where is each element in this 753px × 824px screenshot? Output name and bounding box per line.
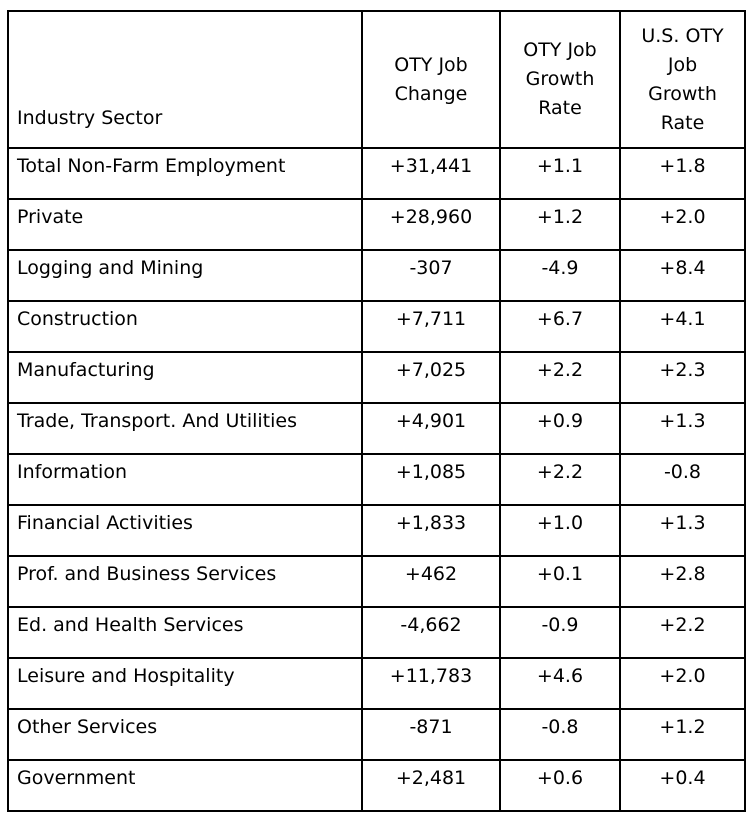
table-row: Trade, Transport. And Utilities +4,901 +…	[7, 402, 746, 455]
us-growth-rate-cell: +2.3	[619, 351, 746, 404]
us-growth-rate-cell: +2.8	[619, 555, 746, 608]
us-growth-rate-cell: +4.1	[619, 300, 746, 353]
job-change-cell: +2,481	[361, 759, 501, 812]
table-row: Information +1,085 +2.2 -0.8	[7, 453, 746, 506]
job-change-cell: +1,085	[361, 453, 501, 506]
job-change-cell: -307	[361, 249, 501, 302]
sector-cell: Prof. and Business Services	[7, 555, 363, 608]
table-row: Other Services -871 -0.8 +1.2	[7, 708, 746, 761]
sector-cell: Private	[7, 198, 363, 251]
table-row: Leisure and Hospitality +11,783 +4.6 +2.…	[7, 657, 746, 710]
us-growth-rate-cell: +8.4	[619, 249, 746, 302]
sector-cell: Information	[7, 453, 363, 506]
job-change-cell: +462	[361, 555, 501, 608]
sector-cell: Financial Activities	[7, 504, 363, 557]
job-change-cell: +7,025	[361, 351, 501, 404]
job-change-cell: +4,901	[361, 402, 501, 455]
us-growth-rate-cell: +1.2	[619, 708, 746, 761]
table-row: Financial Activities +1,833 +1.0 +1.3	[7, 504, 746, 557]
header-oty-job-change: OTY Job Change	[361, 10, 501, 149]
us-growth-rate-cell: +1.3	[619, 504, 746, 557]
sector-cell: Construction	[7, 300, 363, 353]
header-industry-sector: Industry Sector	[7, 10, 363, 149]
growth-rate-cell: +0.9	[499, 402, 621, 455]
growth-rate-cell: +0.6	[499, 759, 621, 812]
header-us-oty-job-growth-rate: U.S. OTY Job Growth Rate	[619, 10, 746, 149]
sector-cell: Total Non-Farm Employment	[7, 147, 363, 200]
job-change-cell: +31,441	[361, 147, 501, 200]
sector-cell: Manufacturing	[7, 351, 363, 404]
us-growth-rate-cell: -0.8	[619, 453, 746, 506]
table-row: Private +28,960 +1.2 +2.0	[7, 198, 746, 251]
sector-cell: Ed. and Health Services	[7, 606, 363, 659]
growth-rate-cell: +0.1	[499, 555, 621, 608]
table-row: Ed. and Health Services -4,662 -0.9 +2.2	[7, 606, 746, 659]
table-row: Manufacturing +7,025 +2.2 +2.3	[7, 351, 746, 404]
table-row: Total Non-Farm Employment +31,441 +1.1 +…	[7, 147, 746, 200]
sector-cell: Government	[7, 759, 363, 812]
growth-rate-cell: +2.2	[499, 351, 621, 404]
growth-rate-cell: +4.6	[499, 657, 621, 710]
growth-rate-cell: -0.8	[499, 708, 621, 761]
growth-rate-cell: +1.1	[499, 147, 621, 200]
growth-rate-cell: +1.2	[499, 198, 621, 251]
job-change-cell: -4,662	[361, 606, 501, 659]
sector-cell: Other Services	[7, 708, 363, 761]
sector-cell: Trade, Transport. And Utilities	[7, 402, 363, 455]
growth-rate-cell: -4.9	[499, 249, 621, 302]
us-growth-rate-cell: +1.3	[619, 402, 746, 455]
table-row: Construction +7,711 +6.7 +4.1	[7, 300, 746, 353]
header-row: Industry Sector OTY Job Change OTY Job G…	[7, 10, 746, 149]
job-change-cell: +1,833	[361, 504, 501, 557]
job-change-cell: +28,960	[361, 198, 501, 251]
growth-rate-cell: +1.0	[499, 504, 621, 557]
us-growth-rate-cell: +2.0	[619, 198, 746, 251]
us-growth-rate-cell: +2.0	[619, 657, 746, 710]
growth-rate-cell: +2.2	[499, 453, 621, 506]
table-row: Prof. and Business Services +462 +0.1 +2…	[7, 555, 746, 608]
job-change-cell: +7,711	[361, 300, 501, 353]
table-row: Logging and Mining -307 -4.9 +8.4	[7, 249, 746, 302]
growth-rate-cell: -0.9	[499, 606, 621, 659]
job-change-cell: +11,783	[361, 657, 501, 710]
us-growth-rate-cell: +1.8	[619, 147, 746, 200]
sector-cell: Logging and Mining	[7, 249, 363, 302]
table-row: Government +2,481 +0.6 +0.4	[7, 759, 746, 812]
us-growth-rate-cell: +2.2	[619, 606, 746, 659]
industry-jobs-table: Industry Sector OTY Job Change OTY Job G…	[7, 10, 746, 812]
us-growth-rate-cell: +0.4	[619, 759, 746, 812]
job-change-cell: -871	[361, 708, 501, 761]
header-oty-job-growth-rate: OTY Job Growth Rate	[499, 10, 621, 149]
sector-cell: Leisure and Hospitality	[7, 657, 363, 710]
growth-rate-cell: +6.7	[499, 300, 621, 353]
